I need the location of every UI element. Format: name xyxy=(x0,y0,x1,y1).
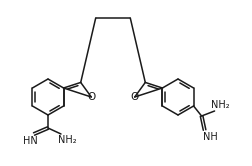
Text: O: O xyxy=(87,92,95,102)
Text: NH₂: NH₂ xyxy=(210,100,229,110)
Text: HN: HN xyxy=(22,136,37,146)
Text: NH: NH xyxy=(202,132,217,142)
Text: O: O xyxy=(130,92,138,102)
Text: NH₂: NH₂ xyxy=(57,135,76,145)
